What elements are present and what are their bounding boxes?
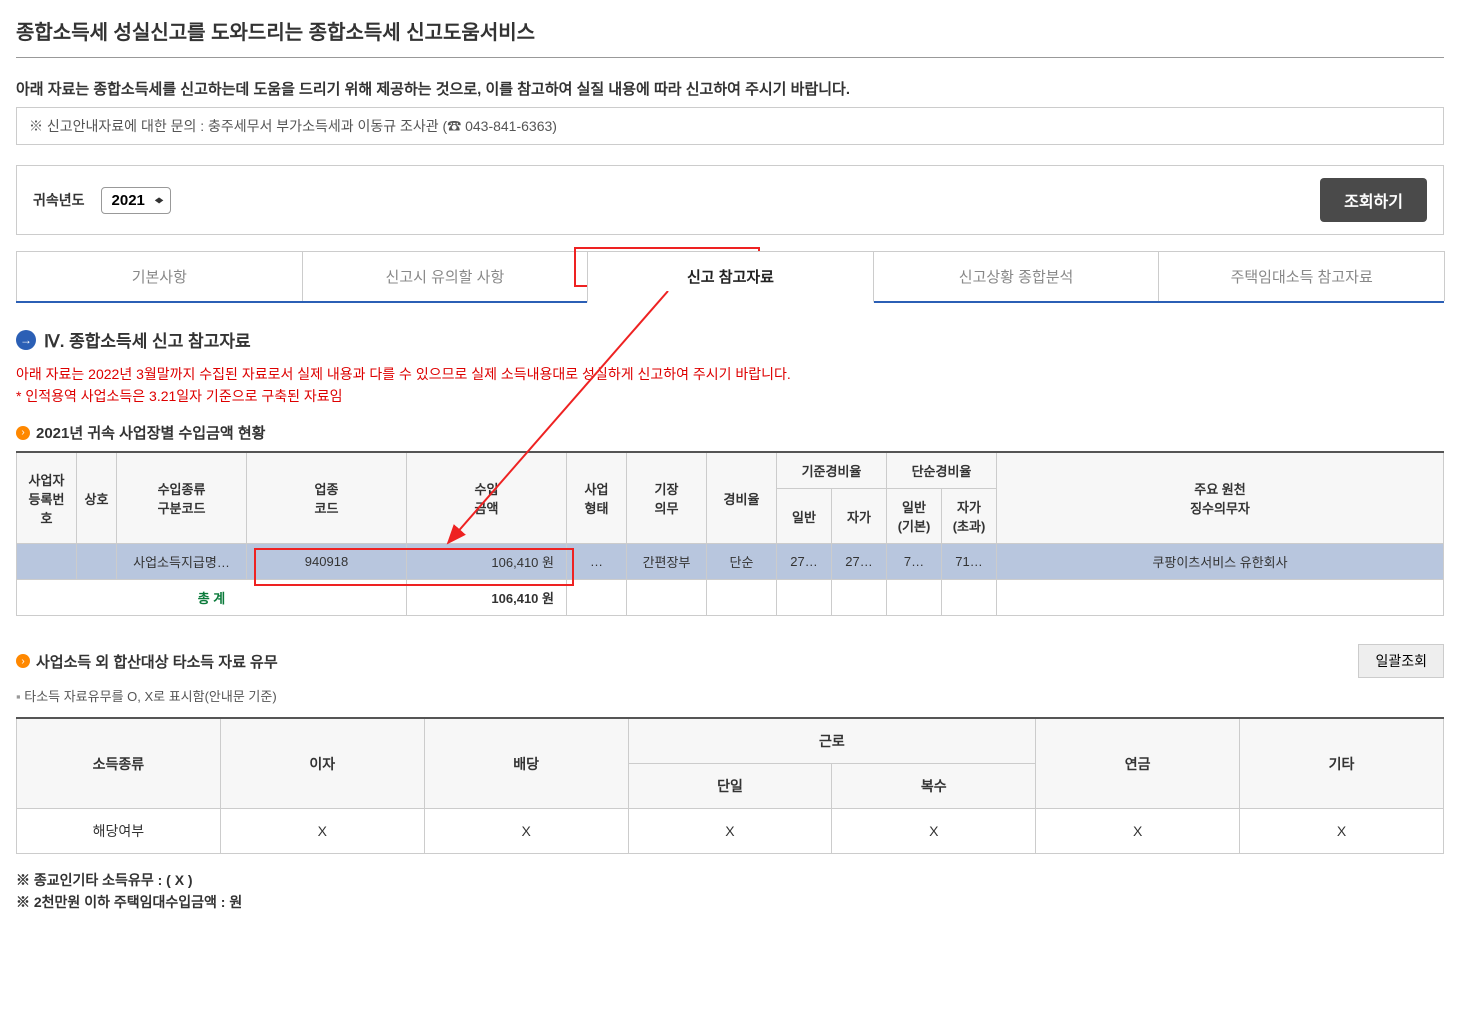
cell-simple-self: 71… <box>942 544 997 580</box>
th-income-type: 소득종류 <box>17 718 221 809</box>
th-multiple: 복수 <box>832 764 1036 809</box>
red-note-2: * 인적용역 사업소득은 3.21일자 기준으로 구축된 자료임 <box>16 386 1444 406</box>
intro-text: 아래 자료는 종합소득세를 신고하는데 도움을 드리기 위해 제공하는 것으로,… <box>16 78 1444 99</box>
th-pension: 연금 <box>1036 718 1240 809</box>
val-pension: X <box>1036 809 1240 854</box>
arrow-icon: → <box>16 330 36 350</box>
section4-title: Ⅳ. 종합소득세 신고 참고자료 <box>44 327 251 352</box>
th-std-general: 일반 <box>777 489 832 544</box>
val-single: X <box>628 809 832 854</box>
footnote-rental: ※ 2천만원 이하 주택임대수입금액 : 원 <box>16 892 1444 912</box>
total-label: 총 계 <box>17 580 407 616</box>
cell-reg-no <box>17 544 77 580</box>
other-income-table: 소득종류 이자 배당 근로 연금 기타 단일 복수 해당여부 X X X X X… <box>16 717 1444 854</box>
val-dividend: X <box>424 809 628 854</box>
bullet-icon: › <box>16 426 30 440</box>
cell-income-amt: 106,410 원 <box>407 544 567 580</box>
year-label: 귀속년도 <box>33 190 85 210</box>
cell-simple-general: 7… <box>887 544 942 580</box>
tab-rental[interactable]: 주택임대소득 참고자료 <box>1158 251 1445 301</box>
th-biz-form: 사업형태 <box>567 452 627 544</box>
th-company: 상호 <box>77 452 117 544</box>
table-row: 해당여부 X X X X X X <box>17 809 1444 854</box>
th-other: 기타 <box>1240 718 1444 809</box>
th-labor: 근로 <box>628 718 1036 764</box>
th-single: 단일 <box>628 764 832 809</box>
red-note-1: 아래 자료는 2022년 3월말까지 수집된 자료로서 실제 내용과 다를 수 … <box>16 364 1444 384</box>
tab-caution[interactable]: 신고시 유의할 사항 <box>302 251 589 301</box>
cell-expense-ratio: 단순 <box>707 544 777 580</box>
cell-income-type: 사업소득지급명… <box>117 544 247 580</box>
tab-reference[interactable]: 신고 참고자료 <box>587 251 874 303</box>
val-multiple: X <box>832 809 1036 854</box>
th-withholder: 주요 원천징수의무자 <box>997 452 1444 544</box>
th-std-self: 자가 <box>832 489 887 544</box>
th-income-amt: 수입금액 <box>407 452 567 544</box>
val-interest: X <box>220 809 424 854</box>
th-expense-ratio: 경비율 <box>707 452 777 544</box>
cell-bookkeeping: 간편장부 <box>627 544 707 580</box>
year-select[interactable]: 2021 <box>101 187 171 214</box>
table-total-row: 총 계 106,410 원 <box>17 580 1444 616</box>
subtitle-biz: 2021년 귀속 사업장별 수입금액 현황 <box>36 422 265 443</box>
val-other: X <box>1240 809 1444 854</box>
notice-box: ※ 신고안내자료에 대한 문의 : 충주세무서 부가소득세과 이동규 조사관 (… <box>16 107 1444 145</box>
th-biz-code: 업종코드 <box>247 452 407 544</box>
th-income-type: 수입종류구분코드 <box>117 452 247 544</box>
business-income-table: 사업자등록번호 상호 수입종류구분코드 업종코드 수입금액 사업형태 기장의무 … <box>16 451 1444 616</box>
row-label: 해당여부 <box>17 809 221 854</box>
th-simple-self: 자가(초과) <box>942 489 997 544</box>
footnote-religious: ※ 종교인기타 소득유무 : ( X ) <box>16 870 1444 890</box>
table-row[interactable]: 사업소득지급명… 940918 106,410 원 … 간편장부 단순 27… … <box>17 544 1444 580</box>
bullet-icon: › <box>16 654 30 668</box>
tab-analysis[interactable]: 신고상황 종합분석 <box>873 251 1160 301</box>
th-simple-general: 일반(기본) <box>887 489 942 544</box>
th-simple-ratio: 단순경비율 <box>887 452 997 489</box>
cell-biz-form: … <box>567 544 627 580</box>
page-title: 종합소득세 성실신고를 도와드리는 종합소득세 신고도움서비스 <box>16 16 1444 58</box>
tabs: 기본사항 신고시 유의할 사항 신고 참고자료 신고상황 종합분석 주택임대소득… <box>16 251 1444 303</box>
tab-basic[interactable]: 기본사항 <box>16 251 303 301</box>
subtitle-other-income: 사업소득 외 합산대상 타소득 자료 유무 <box>36 651 278 672</box>
search-button[interactable]: 조회하기 <box>1320 178 1427 222</box>
th-interest: 이자 <box>220 718 424 809</box>
other-income-note: 타소득 자료유무를 O, X로 표시함(안내문 기준) <box>16 686 1444 705</box>
batch-search-button[interactable]: 일괄조회 <box>1358 644 1444 678</box>
total-amount: 106,410 원 <box>407 580 567 616</box>
cell-std-general: 27… <box>777 544 832 580</box>
th-dividend: 배당 <box>424 718 628 809</box>
cell-withholder: 쿠팡이츠서비스 유한회사 <box>997 544 1444 580</box>
th-reg-no: 사업자등록번호 <box>17 452 77 544</box>
cell-std-self: 27… <box>832 544 887 580</box>
th-std-ratio: 기준경비율 <box>777 452 887 489</box>
filter-bar: 귀속년도 2021 조회하기 <box>16 165 1444 235</box>
th-bookkeeping: 기장의무 <box>627 452 707 544</box>
cell-biz-code: 940918 <box>247 544 407 580</box>
cell-company <box>77 544 117 580</box>
